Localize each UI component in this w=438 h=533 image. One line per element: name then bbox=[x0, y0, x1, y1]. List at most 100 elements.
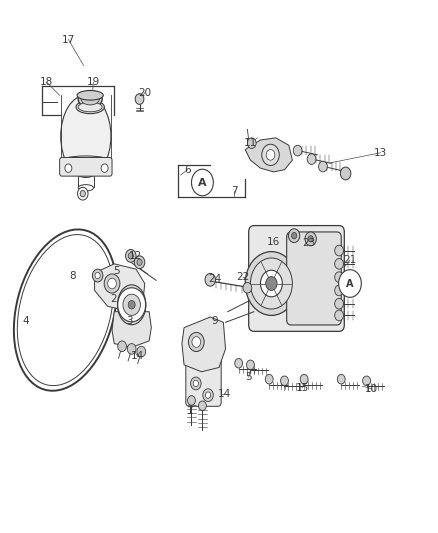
Circle shape bbox=[291, 232, 297, 239]
Circle shape bbox=[340, 167, 351, 180]
Text: 5: 5 bbox=[113, 266, 120, 276]
Circle shape bbox=[335, 245, 343, 256]
Text: 6: 6 bbox=[184, 165, 191, 175]
Circle shape bbox=[339, 270, 361, 297]
Circle shape bbox=[247, 138, 256, 149]
Ellipse shape bbox=[14, 229, 117, 391]
Circle shape bbox=[128, 301, 135, 309]
Circle shape bbox=[123, 294, 141, 316]
Text: 8: 8 bbox=[69, 271, 76, 281]
Circle shape bbox=[78, 187, 88, 200]
Text: A: A bbox=[198, 177, 207, 188]
FancyBboxPatch shape bbox=[60, 158, 112, 176]
Text: 12: 12 bbox=[128, 251, 142, 261]
Text: 22: 22 bbox=[237, 272, 250, 282]
Circle shape bbox=[108, 278, 117, 289]
Text: 16: 16 bbox=[267, 237, 280, 247]
Circle shape bbox=[335, 285, 343, 296]
Circle shape bbox=[335, 310, 343, 321]
Circle shape bbox=[80, 190, 85, 197]
Circle shape bbox=[363, 376, 371, 385]
Circle shape bbox=[308, 236, 313, 242]
Circle shape bbox=[198, 401, 206, 410]
Polygon shape bbox=[95, 264, 145, 312]
Text: 5: 5 bbox=[245, 372, 252, 382]
Circle shape bbox=[191, 377, 201, 390]
Circle shape bbox=[134, 256, 145, 269]
Circle shape bbox=[265, 374, 273, 384]
Circle shape bbox=[266, 277, 277, 290]
Circle shape bbox=[251, 258, 292, 309]
Circle shape bbox=[281, 376, 288, 385]
Text: 2: 2 bbox=[110, 294, 117, 304]
Polygon shape bbox=[112, 312, 151, 348]
Ellipse shape bbox=[77, 91, 103, 100]
Circle shape bbox=[104, 274, 120, 293]
Circle shape bbox=[205, 273, 215, 286]
Circle shape bbox=[127, 344, 136, 354]
Circle shape bbox=[126, 249, 136, 262]
Text: 23: 23 bbox=[302, 238, 315, 247]
Ellipse shape bbox=[61, 95, 111, 177]
Text: 14: 14 bbox=[218, 389, 231, 399]
Circle shape bbox=[262, 144, 279, 165]
Text: 9: 9 bbox=[211, 316, 218, 326]
Ellipse shape bbox=[81, 93, 99, 105]
Text: 3: 3 bbox=[126, 316, 132, 326]
Ellipse shape bbox=[61, 156, 111, 166]
Ellipse shape bbox=[117, 285, 146, 325]
Text: 14: 14 bbox=[131, 351, 144, 361]
Text: 13: 13 bbox=[374, 148, 387, 158]
Circle shape bbox=[135, 94, 144, 104]
Circle shape bbox=[101, 164, 108, 172]
Circle shape bbox=[266, 150, 275, 160]
Circle shape bbox=[300, 374, 308, 384]
Polygon shape bbox=[182, 317, 226, 372]
Text: 10: 10 bbox=[365, 384, 378, 394]
Circle shape bbox=[128, 253, 134, 259]
Polygon shape bbox=[245, 138, 292, 172]
FancyBboxPatch shape bbox=[287, 232, 341, 325]
Circle shape bbox=[243, 282, 252, 293]
Circle shape bbox=[205, 392, 211, 398]
Circle shape bbox=[92, 269, 103, 282]
Circle shape bbox=[118, 341, 127, 352]
Ellipse shape bbox=[78, 102, 102, 112]
Text: A: A bbox=[346, 279, 354, 288]
Circle shape bbox=[192, 337, 201, 348]
Text: 1: 1 bbox=[187, 406, 194, 416]
Circle shape bbox=[118, 288, 146, 322]
Circle shape bbox=[261, 270, 283, 297]
Circle shape bbox=[335, 259, 343, 269]
Text: 18: 18 bbox=[40, 77, 53, 87]
FancyBboxPatch shape bbox=[249, 225, 344, 332]
Text: 21: 21 bbox=[343, 255, 357, 265]
Circle shape bbox=[307, 154, 316, 165]
Circle shape bbox=[305, 232, 316, 246]
Circle shape bbox=[193, 380, 198, 386]
Circle shape bbox=[65, 164, 72, 172]
Circle shape bbox=[187, 395, 195, 405]
Circle shape bbox=[137, 346, 146, 357]
Circle shape bbox=[245, 252, 297, 316]
Circle shape bbox=[293, 146, 302, 156]
Text: 15: 15 bbox=[295, 383, 309, 393]
Circle shape bbox=[335, 298, 343, 309]
Circle shape bbox=[191, 169, 213, 196]
Circle shape bbox=[288, 229, 300, 243]
Circle shape bbox=[318, 161, 327, 172]
Text: 7: 7 bbox=[231, 186, 237, 196]
Ellipse shape bbox=[78, 91, 102, 108]
Text: 20: 20 bbox=[138, 87, 152, 98]
Text: 19: 19 bbox=[87, 77, 100, 87]
Text: 11: 11 bbox=[244, 138, 258, 148]
Text: 24: 24 bbox=[208, 274, 221, 284]
Circle shape bbox=[247, 360, 254, 369]
Ellipse shape bbox=[78, 184, 93, 191]
Circle shape bbox=[335, 272, 343, 282]
Ellipse shape bbox=[76, 100, 104, 114]
Circle shape bbox=[203, 389, 213, 401]
Circle shape bbox=[235, 359, 243, 368]
Circle shape bbox=[337, 374, 345, 384]
Circle shape bbox=[137, 259, 142, 265]
